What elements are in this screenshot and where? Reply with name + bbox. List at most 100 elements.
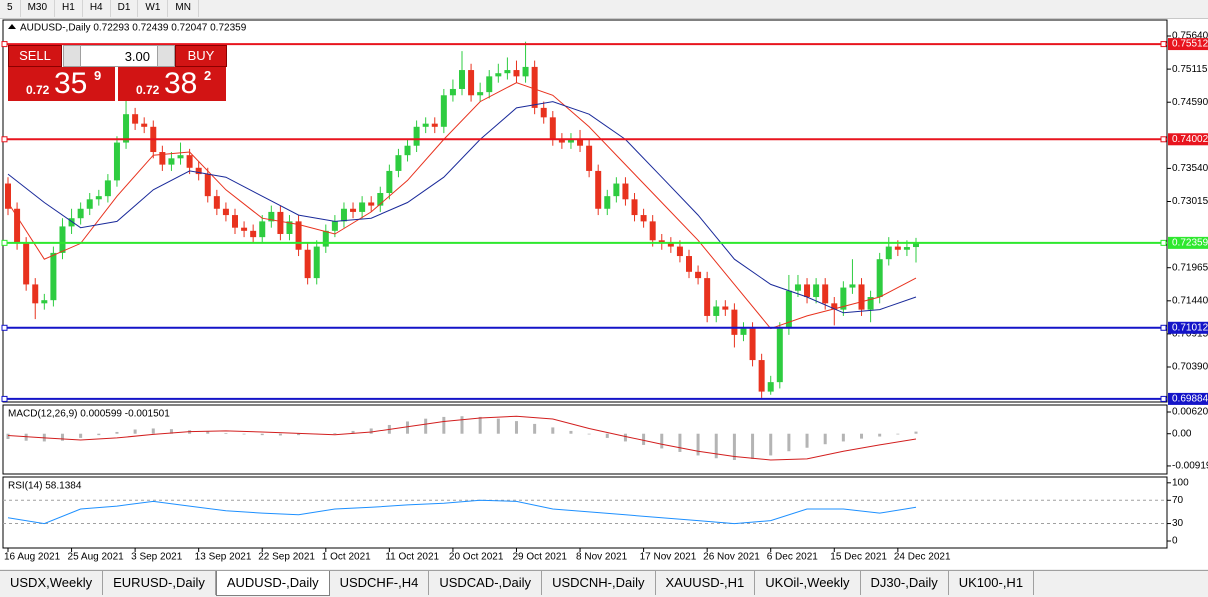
moving-average — [7, 82, 917, 330]
bid-fraction: 9 — [94, 68, 102, 83]
macd-histogram-bar — [442, 416, 446, 434]
timeframe-button[interactable]: H1 — [55, 0, 83, 17]
chart-tab[interactable]: UK100-,H1 — [949, 571, 1035, 595]
candle-body — [250, 230, 257, 238]
one-click-trading-panel: SELL 3.00 BUY 0.72 35 9 0.72 38 2 — [6, 44, 227, 102]
y-tick-label: 0.75640 — [1172, 31, 1208, 42]
chart-tab[interactable]: USDCAD-,Daily — [429, 571, 543, 595]
timeframe-button[interactable]: H4 — [83, 0, 111, 17]
candle-body — [113, 142, 120, 181]
level-tag-label: 0.69884 — [1172, 394, 1208, 405]
level-anchor — [1160, 324, 1167, 331]
candle-body — [522, 66, 529, 77]
level-tag — [1168, 392, 1208, 405]
level-tag-label: 0.74002 — [1172, 134, 1208, 145]
candle-body — [586, 145, 593, 171]
candle-body — [23, 243, 30, 285]
chart-tab[interactable]: USDX,Weekly — [0, 571, 104, 595]
candle-body — [295, 221, 302, 250]
macd-histogram-bar — [97, 433, 101, 436]
candle-body — [368, 202, 375, 206]
candle-body — [159, 152, 166, 165]
buy-button[interactable]: BUY — [175, 45, 227, 67]
candle-body — [831, 303, 838, 310]
panel-frame — [2, 404, 1168, 475]
timeframe-button[interactable]: MN — [168, 0, 199, 17]
indicator-title: RSI(14) 58.1384 — [8, 481, 82, 492]
macd-histogram-bar — [24, 433, 28, 441]
x-tick-label: 3 Sep 2021 — [131, 552, 183, 563]
candle-body — [177, 155, 184, 159]
candle-body — [286, 221, 293, 234]
candle-body — [731, 309, 738, 335]
y-tick-label: 0.71440 — [1172, 295, 1208, 306]
macd-histogram-bar — [787, 433, 791, 452]
sell-button[interactable]: SELL — [8, 45, 62, 67]
candle-body — [350, 208, 357, 212]
macd-histogram-bar — [514, 421, 518, 434]
candle-body — [422, 123, 429, 127]
level-anchor — [1, 136, 8, 143]
level-anchor — [1, 324, 8, 331]
y-tick-label: 0.74590 — [1172, 97, 1208, 108]
macd-histogram-bar — [169, 429, 173, 434]
level-anchor — [1, 239, 8, 246]
candle-body — [241, 227, 248, 231]
candle-body — [804, 284, 811, 298]
chart-tab[interactable]: DJ30-,Daily — [861, 571, 949, 595]
candle-body — [495, 73, 502, 77]
level-anchor — [1160, 136, 1167, 143]
candle-body — [622, 183, 629, 200]
bid-price[interactable]: 0.72 35 9 — [8, 67, 115, 101]
candle-body — [876, 259, 883, 298]
candle-body — [77, 208, 84, 219]
macd-histogram-bar — [751, 433, 755, 459]
timeframe-button[interactable]: W1 — [138, 0, 169, 17]
candle-body — [59, 226, 66, 253]
candle-body — [95, 196, 102, 200]
macd-histogram-bar — [333, 433, 337, 434]
candle-body — [658, 240, 665, 244]
level-anchor — [1160, 239, 1167, 246]
lot-value: 3.00 — [124, 49, 150, 64]
decrease-button[interactable] — [64, 46, 81, 66]
candle-body — [322, 230, 329, 247]
macd-histogram-bar — [206, 431, 210, 434]
increase-button[interactable] — [157, 46, 174, 66]
candle-body — [776, 328, 783, 383]
chart-tab[interactable]: UKOil-,Weekly — [755, 571, 861, 595]
level-tag — [1168, 38, 1208, 51]
lot-input[interactable]: 3.00 — [63, 45, 175, 67]
candle-body — [14, 208, 21, 244]
timeframe-button[interactable]: M30 — [21, 0, 56, 17]
macd-signal-line — [7, 415, 917, 461]
macd-histogram-bar — [696, 433, 700, 456]
candle-body — [749, 328, 756, 361]
chart-tab[interactable]: AUDUSD-,Daily — [215, 571, 330, 596]
candle-body — [404, 145, 411, 156]
level-anchor — [1160, 395, 1167, 402]
level-anchor — [1, 395, 8, 402]
candle-body — [277, 211, 284, 234]
chart-tab[interactable]: USDCHF-,H4 — [330, 571, 430, 595]
panel-frame — [2, 19, 1168, 403]
chart-tab[interactable]: USDCNH-,Daily — [542, 571, 656, 595]
macd-histogram-bar — [732, 433, 736, 460]
bid-prefix: 0.72 — [26, 83, 50, 97]
rsi-line — [7, 499, 917, 525]
ask-price[interactable]: 0.72 38 2 — [118, 67, 226, 101]
macd-histogram-bar — [133, 429, 137, 434]
level-tag — [1168, 133, 1208, 146]
chart-tab[interactable]: XAUUSD-,H1 — [656, 571, 756, 595]
macd-histogram-bar — [642, 433, 646, 445]
macd-histogram-bar — [678, 433, 682, 452]
y-tick-label: 0.70390 — [1172, 362, 1208, 373]
macd-histogram-bar — [605, 433, 609, 438]
chart-tab[interactable]: EURUSD-,Daily — [103, 571, 216, 595]
macd-histogram-bar — [533, 423, 537, 434]
x-tick-label: 16 Aug 2021 — [4, 552, 61, 563]
timeframe-button[interactable]: D1 — [111, 0, 139, 17]
timeframe-button[interactable]: 5 — [0, 0, 21, 17]
y-tick-label: 0.006201 — [1172, 407, 1208, 418]
